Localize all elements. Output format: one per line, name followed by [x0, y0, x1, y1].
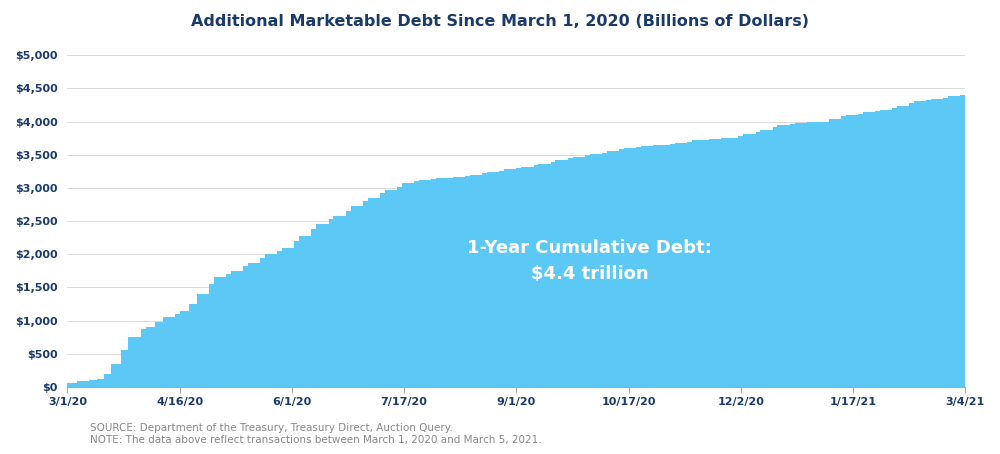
Text: SOURCE: Department of the Treasury, Treasury Direct, Auction Query.
NOTE: The da: SOURCE: Department of the Treasury, Trea… — [90, 423, 542, 445]
Text: 1-Year Cumulative Debt:
$4.4 trillion: 1-Year Cumulative Debt: $4.4 trillion — [467, 239, 712, 283]
Text: Additional Marketable Debt Since March 1, 2020 (Billions of Dollars): Additional Marketable Debt Since March 1… — [191, 14, 809, 29]
